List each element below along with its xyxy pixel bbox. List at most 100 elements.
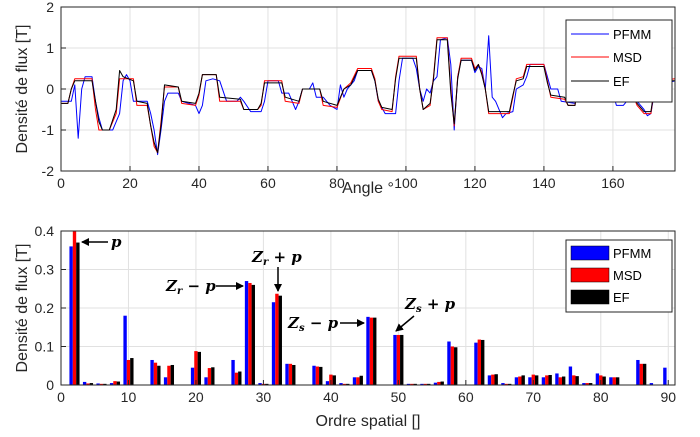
bar-pfmm-order-76 bbox=[568, 366, 573, 385]
bar-msd-order-8 bbox=[113, 381, 117, 385]
bar-pfmm-order-74 bbox=[555, 373, 559, 385]
bar-pfmm-order-52 bbox=[406, 383, 411, 385]
bar-pfmm-order-72 bbox=[541, 377, 546, 385]
bar-msd-order-64 bbox=[491, 374, 495, 385]
bottom-y-ticks: 0 0.1 0.2 0.3 0.4 bbox=[35, 223, 66, 393]
bar-msd-order-42 bbox=[342, 383, 347, 385]
bar-ef-order-58 bbox=[454, 347, 458, 385]
bar-ef-order-82 bbox=[615, 377, 620, 385]
top-legend-label-msd: MSD bbox=[613, 50, 642, 65]
bar-ef-order-72 bbox=[548, 374, 552, 385]
bar-msd-order-58 bbox=[450, 346, 455, 385]
bottom-x-axis-label: Ordre spatial [] bbox=[316, 413, 421, 430]
bar-msd-order-14 bbox=[153, 362, 158, 385]
bar-ef-order-80 bbox=[602, 376, 606, 385]
top-grid bbox=[60, 6, 675, 172]
top-x-tick-label: 80 bbox=[329, 175, 345, 191]
bar-pfmm-order-66 bbox=[501, 383, 505, 385]
bottom-x-tick-label: 70 bbox=[526, 389, 542, 405]
bottom-x-tick-label: 10 bbox=[121, 389, 137, 405]
bar-msd-order-26 bbox=[234, 372, 239, 385]
bar-pfmm-order-32 bbox=[271, 302, 276, 385]
bar-ef-order-68 bbox=[521, 375, 525, 386]
bar-msd-order-46 bbox=[369, 317, 374, 386]
bar-msd-order-32 bbox=[275, 293, 279, 385]
top-y-axis-label: Densité de flux [T] bbox=[14, 25, 31, 154]
bottom-legend: PFMM MSD EF bbox=[565, 239, 673, 313]
top-y-ticks: -2 -1 0 1 2 bbox=[42, 0, 66, 179]
bar-ef-order-66 bbox=[508, 383, 512, 385]
bottom-legend-swatch-msd bbox=[570, 267, 610, 283]
bar-ef-order-54 bbox=[427, 383, 431, 385]
bottom-legend-swatch-ef bbox=[570, 289, 610, 305]
bottom-y-tick-label: 0.2 bbox=[35, 300, 55, 316]
bar-pfmm-order-22 bbox=[204, 377, 208, 385]
bar-ef-order-30 bbox=[265, 383, 269, 385]
top-y-tick-label: -2 bbox=[42, 163, 55, 179]
bar-pfmm-order-8 bbox=[109, 383, 114, 385]
annotation-zs-minus-p-sub: s bbox=[299, 323, 305, 334]
bar-pfmm-order-82 bbox=[609, 377, 613, 385]
bar-pfmm-order-70 bbox=[528, 377, 532, 385]
annotation-zr-plus-p-main: Z bbox=[251, 248, 264, 266]
bar-pfmm-order-62 bbox=[474, 342, 478, 385]
bar-msd-order-70 bbox=[531, 374, 535, 385]
bar-pfmm-order-6 bbox=[96, 383, 100, 385]
bar-msd-order-34 bbox=[288, 363, 293, 385]
bottom-x-ticks: 0 10 20 30 40 50 60 70 80 90 bbox=[57, 380, 676, 405]
bar-pfmm-order-78 bbox=[582, 383, 586, 385]
bar-pfmm-order-42 bbox=[339, 383, 343, 385]
bar-ef-order-16 bbox=[170, 364, 175, 385]
bar-msd-order-16 bbox=[167, 365, 171, 385]
bar-ef-order-20 bbox=[197, 351, 201, 385]
top-x-tick-label: 40 bbox=[191, 175, 207, 191]
bar-ef-order-32 bbox=[278, 295, 282, 385]
bar-msd-order-68 bbox=[518, 376, 522, 385]
top-x-ticks: 0 20 40 60 80 100 120 140 160 bbox=[57, 166, 625, 191]
bar-msd-order-76 bbox=[572, 375, 576, 386]
bar-ef-order-2 bbox=[76, 242, 80, 385]
bottom-y-axis-label: Densité de flux [T] bbox=[14, 244, 31, 373]
bar-pfmm-order-44 bbox=[352, 377, 357, 385]
annotation-zr-minus-p-rest: − p bbox=[182, 277, 216, 295]
annotation-zs-minus-p-main: Z bbox=[287, 314, 300, 332]
bar-msd-order-38 bbox=[315, 366, 320, 385]
bar-pfmm-order-16 bbox=[163, 377, 168, 385]
bar-ef-order-34 bbox=[292, 364, 296, 385]
bar-ef-order-40 bbox=[332, 375, 336, 386]
bar-pfmm-order-58 bbox=[447, 341, 451, 385]
bar-ef-order-52 bbox=[413, 383, 417, 385]
bar-ef-order-74 bbox=[561, 376, 566, 385]
bar-pfmm-order-2 bbox=[69, 246, 73, 385]
bar-ef-order-50 bbox=[400, 334, 404, 385]
bottom-bars bbox=[69, 231, 667, 386]
bar-pfmm-order-80 bbox=[595, 373, 600, 385]
svg-text:Zs − p: Zs − p bbox=[287, 314, 339, 334]
bar-pfmm-order-46 bbox=[366, 316, 370, 385]
top-chart: 0 20 40 60 80 100 120 140 160 -2 -1 0 1 2 Angle ° De… bbox=[14, 0, 676, 197]
bar-ef-order-22 bbox=[211, 367, 215, 385]
svg-text:Zr + p: Zr + p bbox=[251, 248, 302, 268]
bar-ef-order-28 bbox=[251, 284, 255, 385]
top-x-tick-label: 20 bbox=[122, 175, 138, 191]
bar-ef-order-62 bbox=[481, 339, 485, 385]
bottom-legend-label-pfmm: PFMM bbox=[613, 246, 651, 261]
bar-pfmm-order-10 bbox=[123, 315, 127, 385]
annotation-zs-plus-p-sub: s bbox=[416, 304, 422, 315]
bottom-x-tick-label: 60 bbox=[458, 389, 474, 405]
bottom-x-tick-label: 0 bbox=[57, 389, 65, 405]
bar-ef-order-6 bbox=[103, 383, 107, 385]
bar-pfmm-order-14 bbox=[150, 359, 154, 385]
annotation-zs-plus-p-rest: + p bbox=[422, 295, 456, 313]
top-x-axis-label: Angle ° bbox=[342, 180, 394, 197]
bar-pfmm-order-86 bbox=[636, 359, 640, 385]
bar-ef-order-10 bbox=[130, 358, 134, 385]
top-x-tick-label: 160 bbox=[601, 175, 625, 191]
bar-pfmm-order-90 bbox=[663, 367, 667, 385]
bar-msd-order-28 bbox=[248, 282, 252, 385]
annotation-zr-minus-p-main: Z bbox=[165, 277, 178, 295]
bar-msd-order-66 bbox=[504, 383, 508, 385]
bar-msd-order-6 bbox=[99, 383, 104, 385]
line-series-ef bbox=[61, 39, 675, 154]
bar-ef-order-42 bbox=[346, 383, 350, 385]
